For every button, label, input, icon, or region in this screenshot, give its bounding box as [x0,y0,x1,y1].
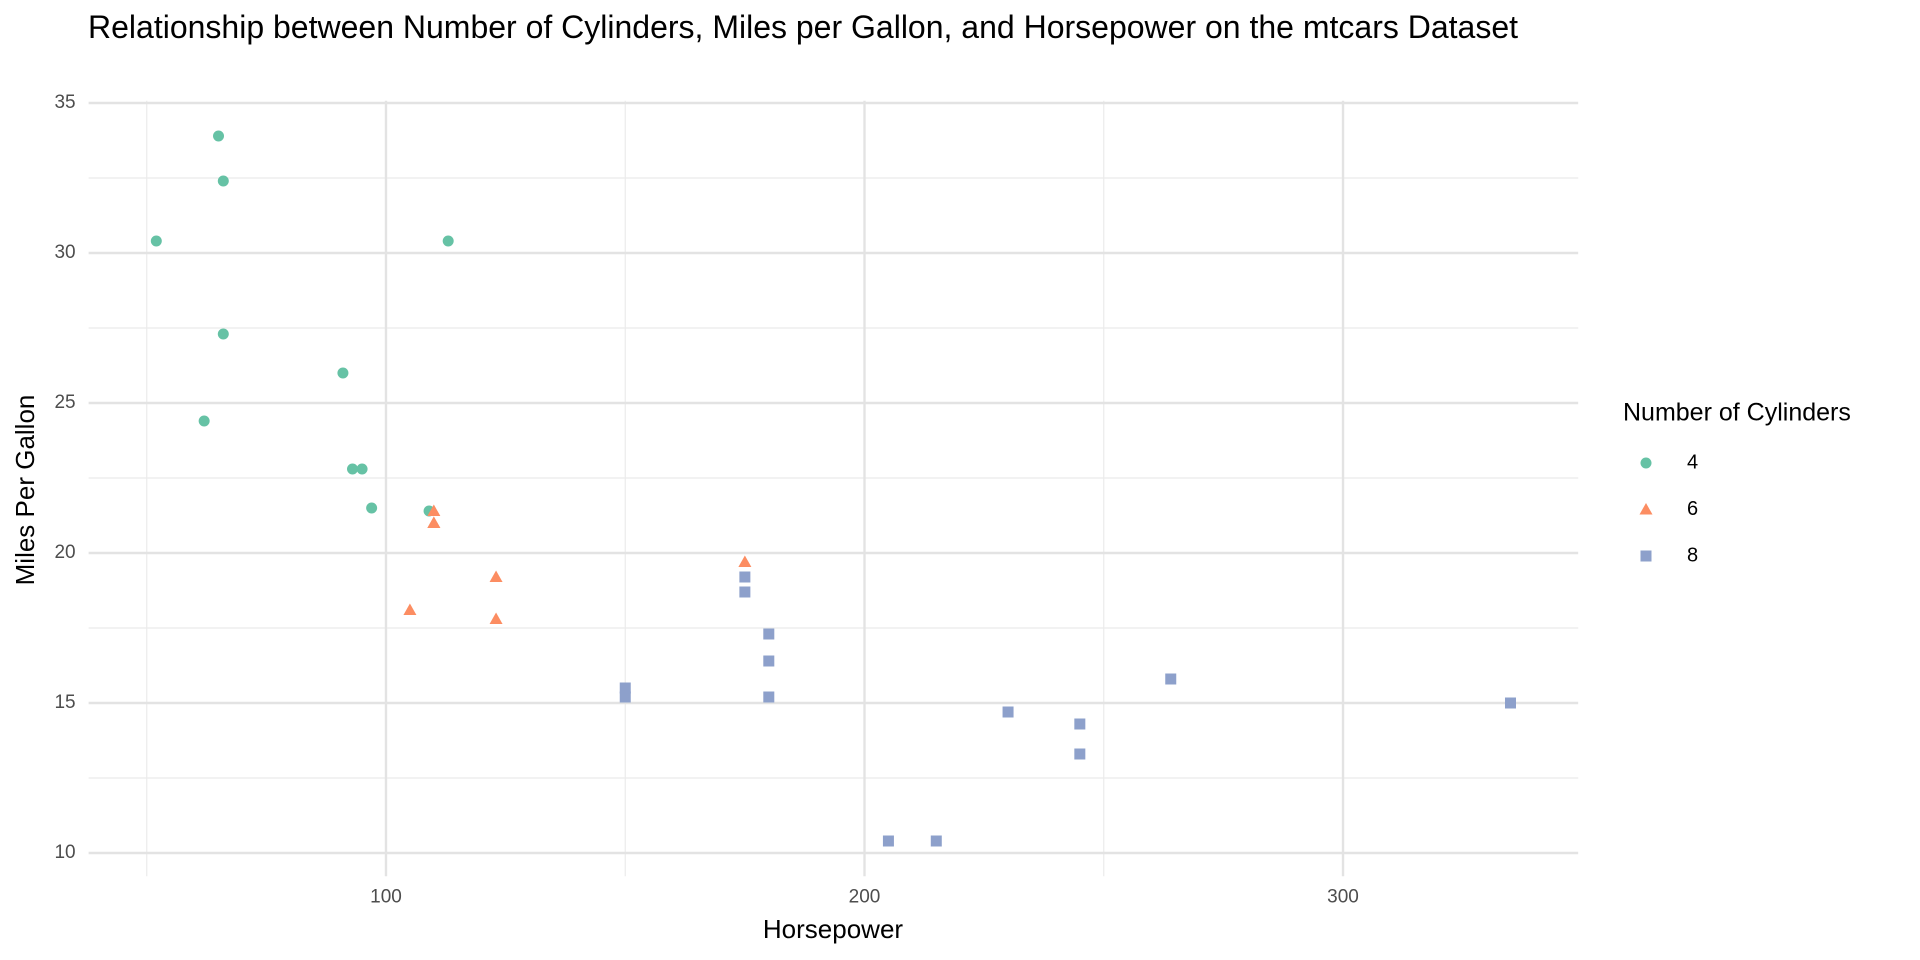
grid [88,100,1579,877]
point [763,655,775,667]
point [198,415,210,427]
legend-title: Number of Cylinders [1623,399,1851,427]
point [489,570,503,582]
y-tick-label: 10 [54,842,75,863]
point [442,235,454,247]
point [763,628,775,640]
point [150,235,162,247]
point [619,691,631,703]
y-tick-label: 30 [54,242,75,263]
y-tick-label: 35 [54,92,75,113]
point [738,555,752,567]
point [217,328,229,340]
y-tick-label: 15 [54,692,75,713]
x-tick-label: 300 [1327,886,1359,907]
x-tick-label: 200 [849,886,881,907]
point [1504,697,1516,709]
point [1074,718,1086,730]
point [346,463,358,475]
point [366,502,378,514]
point [1002,706,1014,718]
point [763,691,775,703]
x-axis-title: Horsepower [763,914,904,944]
point [1074,748,1086,760]
y-tick-label: 20 [54,542,75,563]
point [403,603,417,615]
point [356,463,368,475]
point [739,571,751,583]
legend-marker [1639,503,1653,515]
point [930,835,942,847]
legend-marker [1640,457,1652,469]
point [217,175,229,187]
legend-label: 8 [1687,544,1698,566]
point [213,130,225,142]
y-axis-title: Miles Per Gallon [10,395,40,586]
point [1165,673,1177,685]
legend-marker [1640,550,1652,562]
x-tick-label: 100 [370,886,402,907]
point [739,586,751,598]
point [882,835,894,847]
point [427,504,441,516]
y-tick-label: 25 [54,392,75,413]
legend-label: 6 [1687,498,1698,520]
point [489,612,503,624]
point [619,682,631,694]
chart-title: Relationship between Number of Cylinders… [88,9,1519,45]
point [337,367,349,379]
point [427,516,441,528]
legend-label: 4 [1687,451,1698,473]
